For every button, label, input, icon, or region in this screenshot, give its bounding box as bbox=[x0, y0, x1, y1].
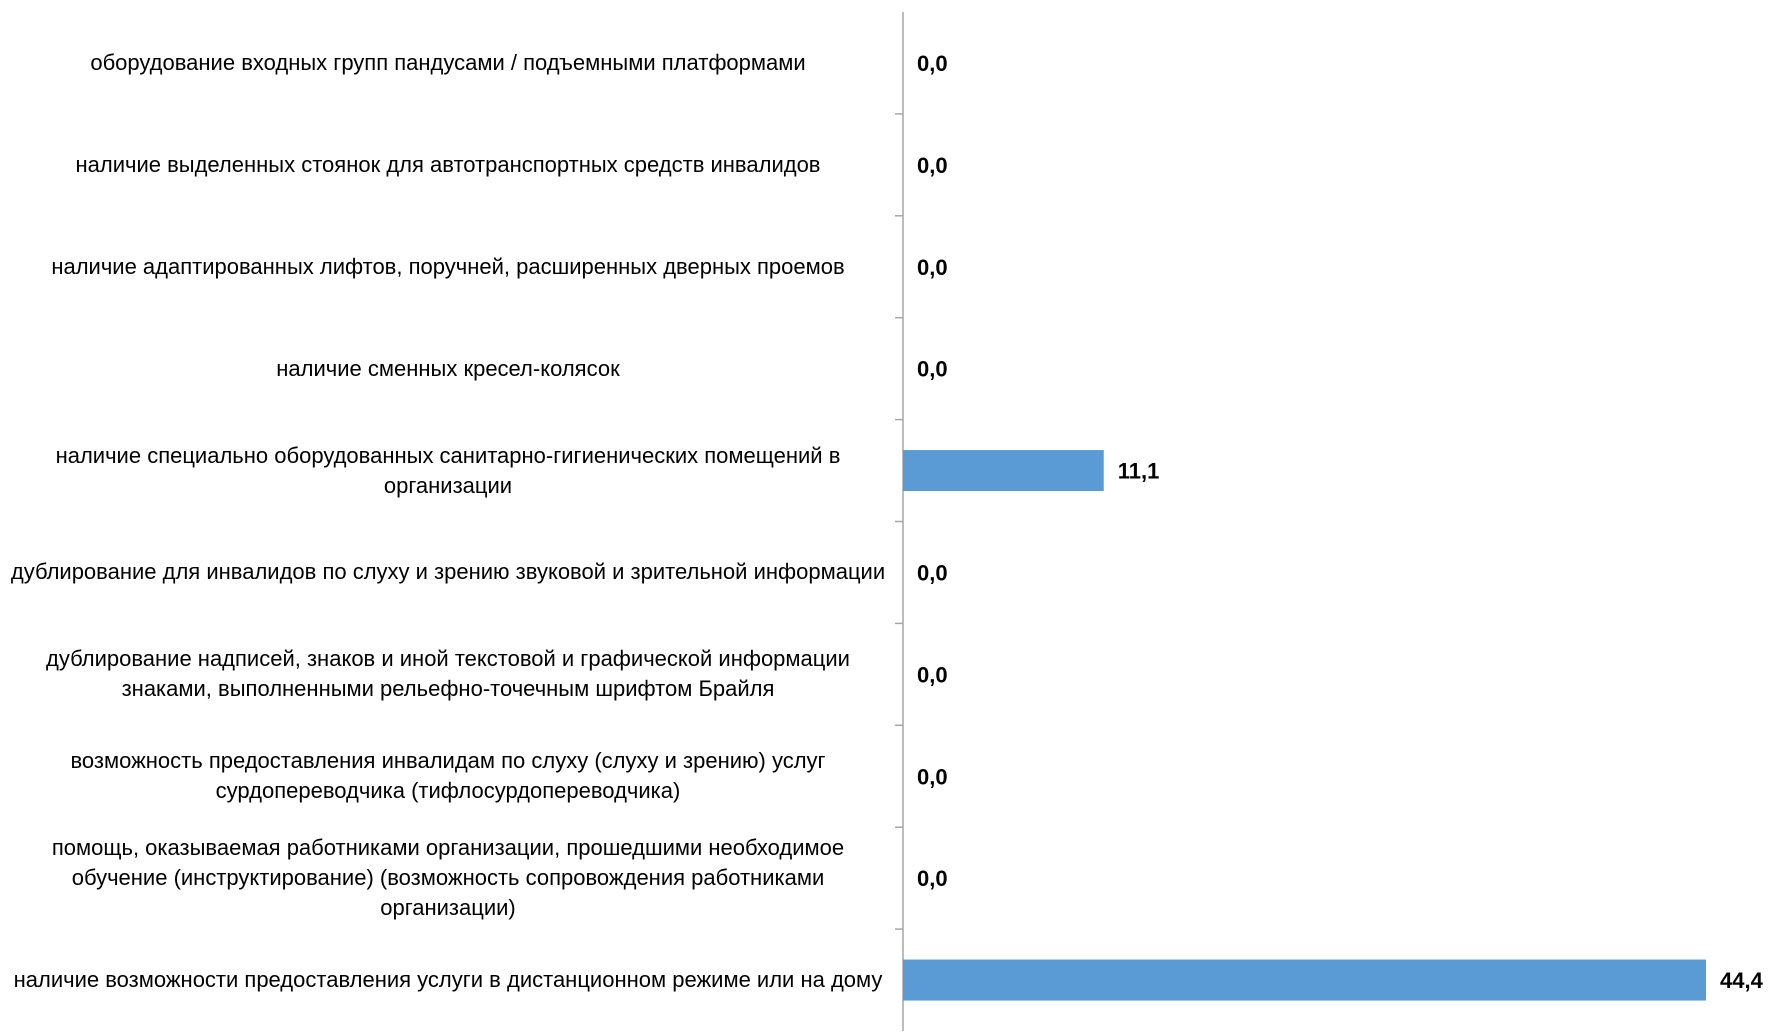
category-label: дублирование надписей, знаков и иной тек… bbox=[46, 646, 850, 702]
bar bbox=[903, 959, 1706, 1001]
data-label: 11,1 bbox=[1118, 459, 1160, 484]
category-label: помощь, оказываемая работниками организа… bbox=[51, 835, 845, 921]
data-label: 44,4 bbox=[1720, 968, 1764, 993]
data-label: 0,0 bbox=[917, 560, 948, 585]
category-label: возможность предоставления инвалидам по … bbox=[70, 748, 826, 804]
category-label: наличие адаптированных лифтов, поручней,… bbox=[51, 253, 845, 279]
data-label: 0,0 bbox=[917, 153, 948, 178]
category-label: наличие возможности предоставления услуг… bbox=[13, 967, 883, 993]
data-label: 0,0 bbox=[917, 357, 948, 382]
data-label: 0,0 bbox=[917, 866, 948, 891]
category-label: наличие специально оборудованных санитар… bbox=[55, 442, 841, 498]
data-label: 0,0 bbox=[917, 662, 948, 687]
data-label: 0,0 bbox=[917, 51, 948, 76]
category-label: наличие сменных кресел-колясок bbox=[276, 355, 620, 381]
category-label: наличие выделенных стоянок для автотранс… bbox=[75, 151, 821, 177]
data-label: 0,0 bbox=[917, 255, 948, 280]
category-label: дублирование для инвалидов по слуху и зр… bbox=[10, 559, 886, 585]
data-label: 0,0 bbox=[917, 764, 948, 789]
bar bbox=[903, 450, 1104, 492]
category-label: оборудование входных групп пандусами / п… bbox=[90, 49, 806, 75]
